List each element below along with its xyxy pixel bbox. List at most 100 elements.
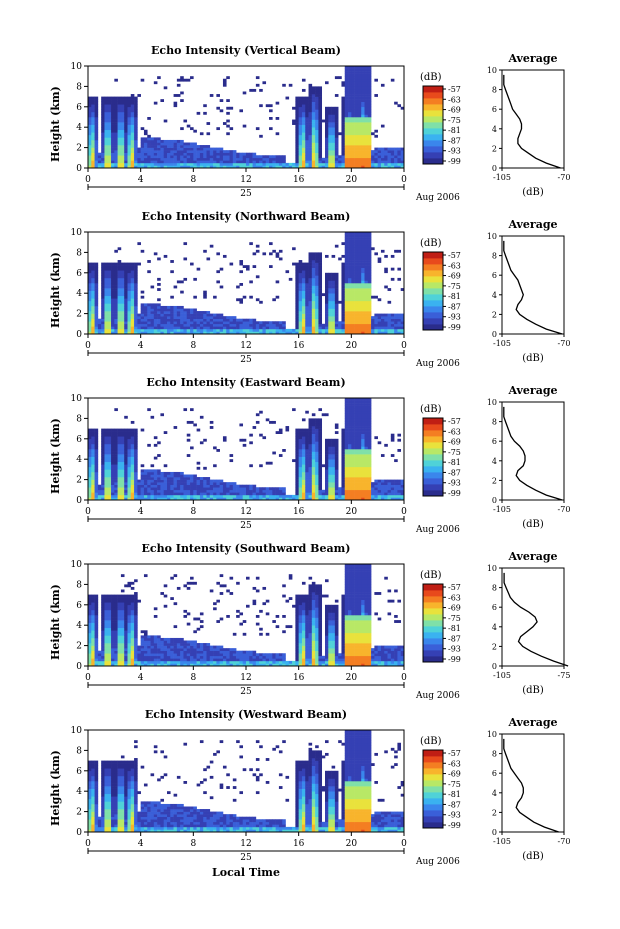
heatmap-cell bbox=[127, 134, 132, 138]
heatmap-cell bbox=[348, 71, 352, 74]
heatmap-cell bbox=[292, 162, 296, 166]
heatmap-cell bbox=[101, 96, 105, 100]
heatmap-cell bbox=[104, 459, 109, 463]
heatmap-cell bbox=[114, 117, 118, 120]
heatmap-cell bbox=[357, 150, 362, 153]
heatmap-cell bbox=[183, 331, 188, 335]
heatmap-cell bbox=[153, 311, 158, 314]
heatmap-cell bbox=[117, 285, 122, 289]
heatmap-cell bbox=[130, 285, 135, 289]
heatmap-cell bbox=[216, 323, 220, 327]
heatmap-cell bbox=[226, 111, 230, 115]
x-tick-label: 8 bbox=[190, 341, 196, 351]
heatmap-cell bbox=[269, 157, 273, 161]
heatmap-cell bbox=[130, 160, 135, 164]
heatmap-cell bbox=[180, 474, 184, 478]
colorbar-frame bbox=[422, 251, 444, 331]
heatmap-cell bbox=[232, 494, 237, 498]
heatmap-cell bbox=[361, 413, 365, 417]
heatmap-cell bbox=[308, 464, 313, 468]
heatmap-cell bbox=[315, 308, 319, 312]
heatmap-cell bbox=[308, 293, 313, 297]
heatmap-cell bbox=[325, 438, 329, 442]
heatmap-cell bbox=[341, 134, 346, 138]
heatmap-cell bbox=[199, 489, 204, 493]
heatmap-cell bbox=[318, 150, 323, 153]
heatmap-cell bbox=[357, 305, 362, 309]
heatmap-cell bbox=[380, 147, 385, 151]
heatmap-cell bbox=[153, 160, 158, 164]
heatmap-cell bbox=[344, 328, 349, 332]
heatmap-cell bbox=[153, 313, 158, 317]
heatmap-cell bbox=[157, 298, 161, 302]
heatmap-cell bbox=[107, 308, 112, 312]
heatmap-cell bbox=[308, 94, 313, 97]
heatmap-cell bbox=[213, 323, 217, 327]
heatmap-cell bbox=[308, 147, 313, 151]
heatmap-cell bbox=[134, 290, 138, 294]
heatmap-cell bbox=[265, 418, 270, 422]
heatmap-cell bbox=[117, 464, 122, 468]
heatmap-cell bbox=[193, 152, 197, 156]
heatmap-cell bbox=[354, 318, 359, 322]
heatmap-cell bbox=[147, 117, 151, 120]
heatmap-cell bbox=[259, 326, 263, 330]
heatmap-cell bbox=[301, 471, 306, 475]
heatmap-cell bbox=[265, 331, 270, 335]
heatmap-cell bbox=[364, 132, 369, 136]
heatmap-cell bbox=[117, 150, 122, 153]
heatmap-cell bbox=[318, 111, 323, 115]
heatmap-cell bbox=[275, 254, 280, 258]
heatmap-cell bbox=[298, 270, 303, 274]
heatmap-cell bbox=[315, 96, 319, 100]
heatmap-cell bbox=[344, 257, 349, 261]
heatmap-cell bbox=[328, 494, 332, 498]
heatmap-cell bbox=[130, 272, 135, 276]
heatmap-cell bbox=[107, 428, 112, 432]
colorbar-tick-label: -63 bbox=[448, 95, 461, 104]
heatmap-cell bbox=[101, 290, 105, 294]
heatmap-cell bbox=[334, 316, 339, 319]
heatmap-cell bbox=[239, 260, 244, 263]
heatmap-cell bbox=[301, 433, 306, 437]
heatmap-cell bbox=[140, 479, 145, 483]
heatmap-cell bbox=[367, 104, 372, 108]
heatmap-cell bbox=[357, 482, 362, 485]
heatmap-cell bbox=[318, 137, 323, 141]
heatmap-cell bbox=[400, 316, 405, 319]
heatmap-cell bbox=[246, 318, 250, 322]
date-label: Aug 2006 bbox=[415, 193, 460, 203]
heatmap-cell bbox=[134, 150, 138, 153]
heatmap-cell bbox=[167, 494, 171, 498]
heatmap-cell bbox=[176, 139, 181, 143]
heatmap-cell bbox=[107, 443, 112, 447]
heatmap-cell bbox=[344, 415, 349, 419]
heatmap-cell bbox=[315, 321, 319, 325]
heatmap-cell bbox=[101, 303, 105, 307]
heatmap-cell bbox=[325, 109, 329, 113]
heatmap-cell bbox=[147, 321, 151, 325]
heatmap-cell bbox=[318, 311, 323, 314]
heatmap-cell bbox=[311, 441, 316, 445]
heatmap-cell bbox=[94, 474, 99, 478]
heatmap-cell bbox=[298, 139, 303, 143]
heatmap-cell bbox=[305, 321, 309, 325]
heatmap-cell bbox=[107, 321, 112, 325]
heatmap-cell bbox=[325, 471, 329, 475]
heatmap-cell bbox=[295, 150, 299, 153]
heatmap-cell bbox=[344, 466, 349, 470]
heatmap-cell bbox=[282, 331, 286, 335]
heatmap-cell bbox=[180, 326, 184, 330]
heatmap-cell bbox=[120, 308, 125, 312]
heatmap-cell bbox=[351, 446, 355, 450]
heatmap-cell bbox=[127, 104, 132, 108]
heatmap-cell bbox=[311, 280, 316, 284]
heatmap-cell bbox=[157, 160, 161, 164]
heatmap-cell bbox=[124, 298, 128, 302]
heatmap-cell bbox=[150, 160, 155, 164]
average-x-label: (dB) bbox=[522, 353, 544, 364]
heatmap-cell bbox=[298, 134, 303, 138]
heatmap-cell bbox=[120, 152, 125, 156]
heatmap-cell bbox=[180, 497, 184, 501]
heatmap-cell bbox=[134, 436, 138, 440]
